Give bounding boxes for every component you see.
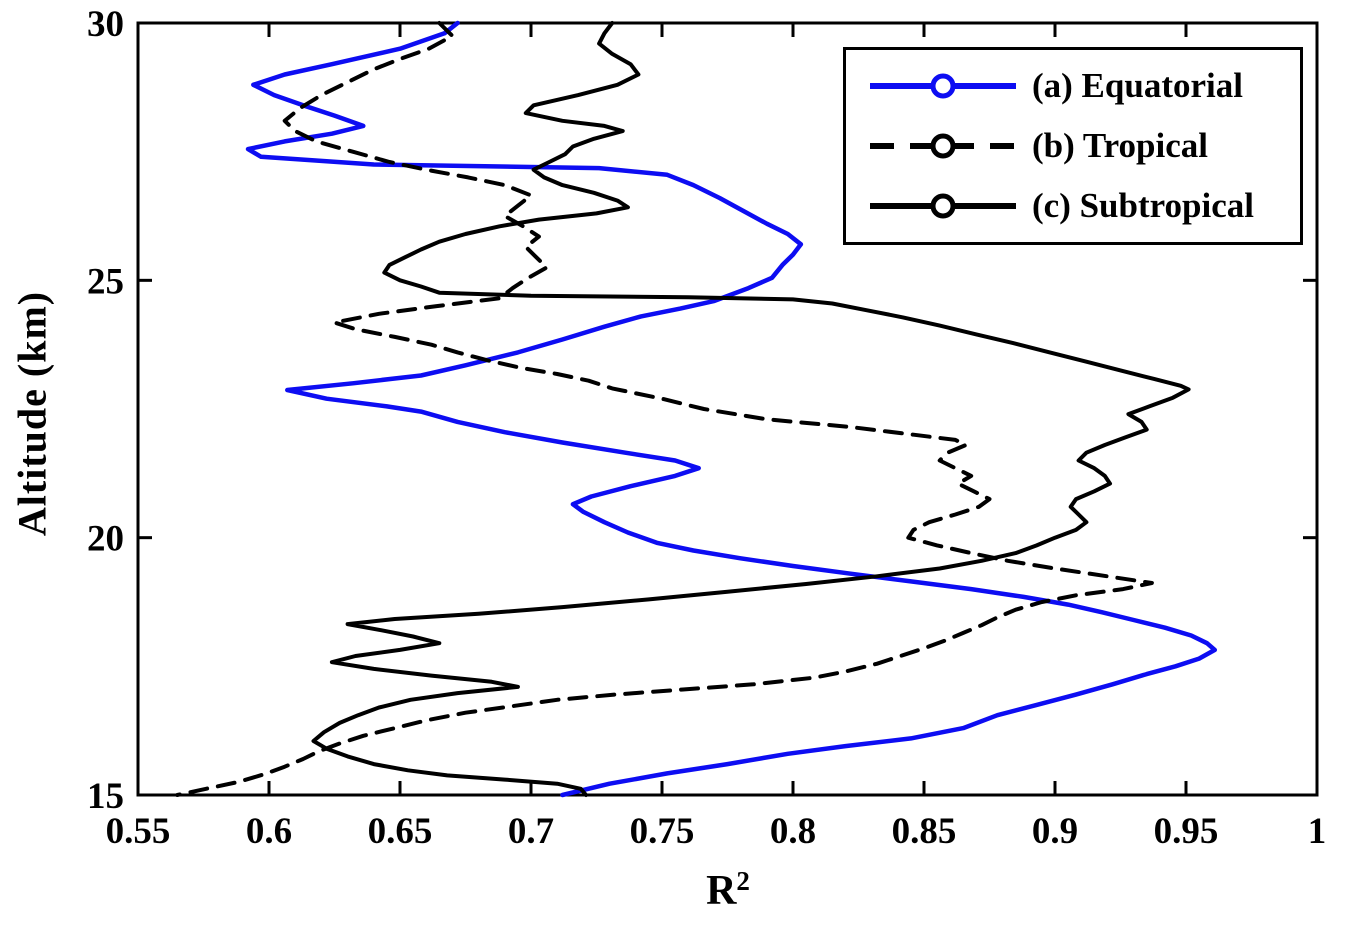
series-line-subtropical (311, 21, 1191, 797)
legend-label-tropical: (b) Tropical (1032, 126, 1208, 165)
y-tick-label: 20 (87, 519, 124, 560)
y-tick-label: 15 (87, 776, 124, 817)
legend-item-tropical: (b) Tropical (864, 124, 1300, 168)
legend-line-equatorial-icon (870, 73, 1016, 99)
legend-item-equatorial: (a) Equatorial (864, 64, 1300, 108)
x-axis-title: R2 (0, 866, 1356, 915)
x-tick-label: 1 (1308, 811, 1327, 852)
legend-label-subtropical: (c) Subtropical (1032, 186, 1254, 225)
y-tick-label: 30 (87, 4, 124, 45)
legend-line-tropical-icon (870, 133, 1016, 159)
x-tick-label: 0.9 (1032, 811, 1078, 852)
x-tick-label: 0.75 (630, 811, 695, 852)
x-tick-label: 0.95 (1154, 811, 1219, 852)
x-tick-label: 0.8 (770, 811, 816, 852)
series-line-equatorial (245, 20, 1218, 798)
legend-line-subtropical-icon (870, 193, 1016, 219)
series-line-tropical (175, 21, 1154, 797)
x-tick-label: 0.85 (892, 811, 957, 852)
x-tick-label: 0.6 (246, 811, 292, 852)
legend-label-equatorial: (a) Equatorial (1032, 66, 1243, 105)
x-tick-label: 0.55 (106, 811, 171, 852)
legend-item-subtropical: (c) Subtropical (864, 184, 1300, 228)
x-tick-label: 0.65 (368, 811, 433, 852)
y-axis-title: Altitude (km) (9, 290, 55, 537)
y-tick-label: 25 (87, 261, 124, 302)
x-tick-label: 0.7 (508, 811, 554, 852)
legend-box: (a) Equatorial (b) Tropical (c) Subtropi… (843, 47, 1303, 245)
x-axis-title-text: R (706, 868, 737, 914)
x-axis-title-superscript: 2 (736, 866, 750, 896)
